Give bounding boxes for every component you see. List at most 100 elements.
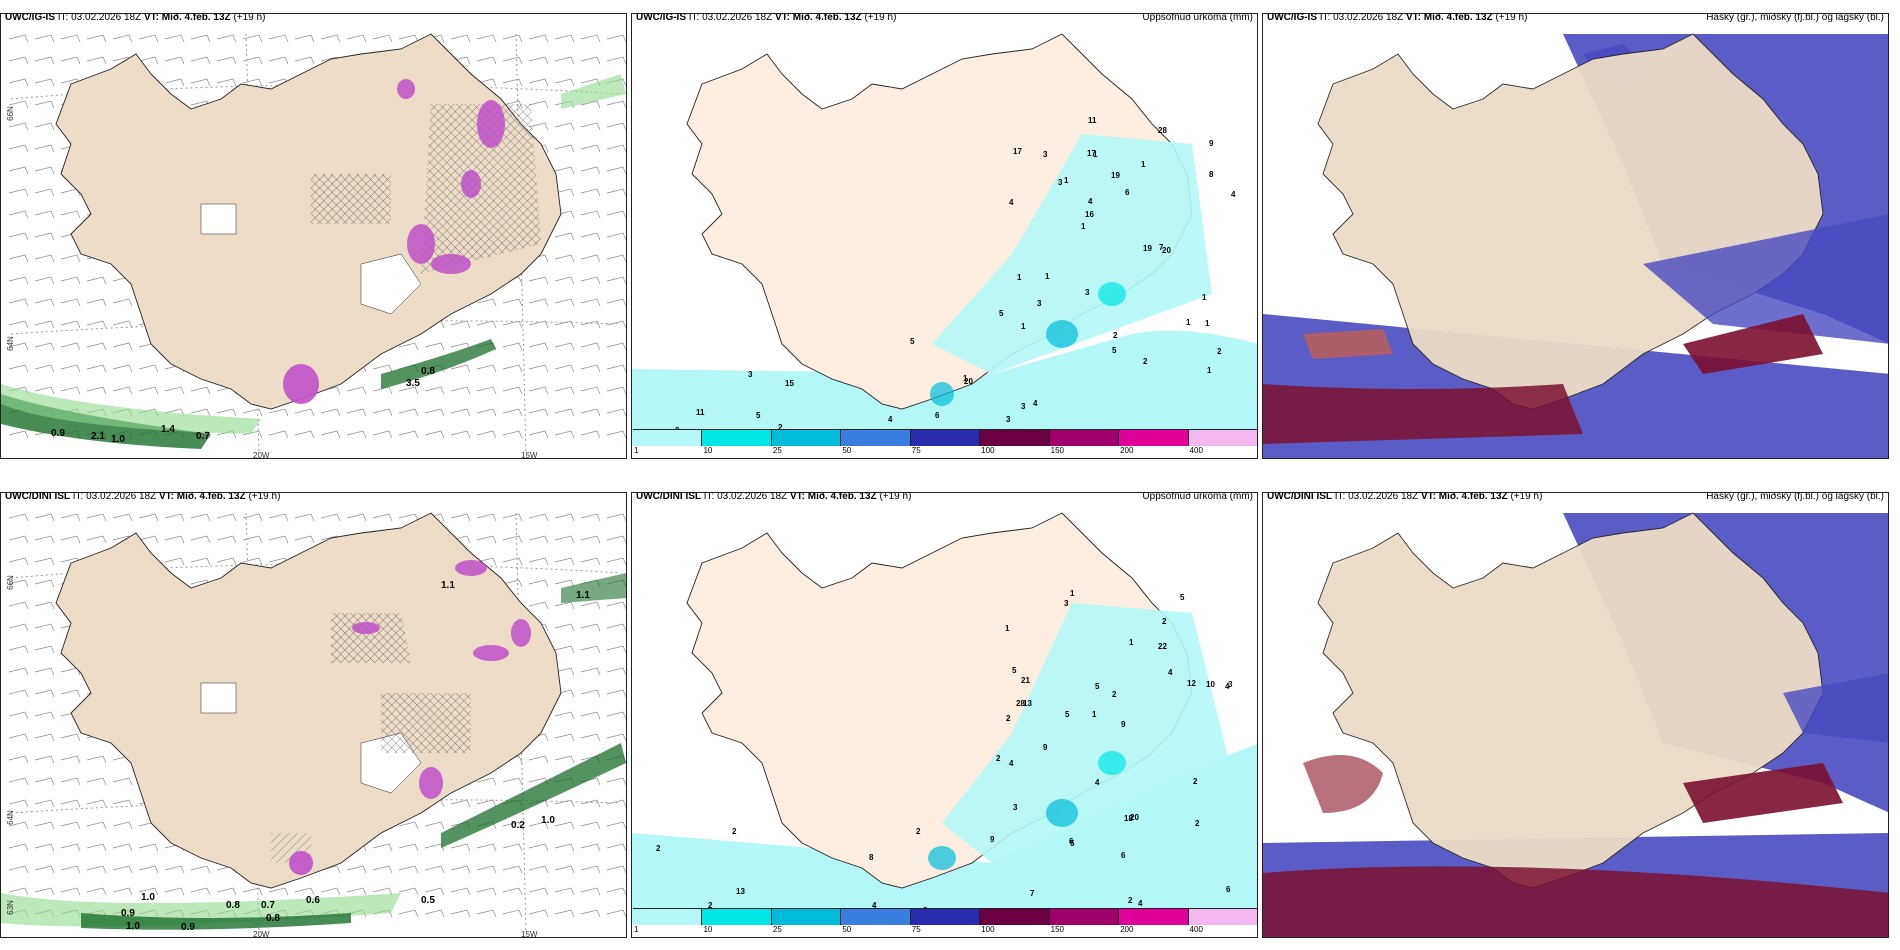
- wind-barb: [580, 276, 601, 285]
- wind-barb: [554, 342, 575, 351]
- wind-barb: [554, 364, 575, 373]
- wind-barb: [606, 535, 626, 544]
- wind-barb: [476, 298, 497, 307]
- wind-barb: [580, 909, 601, 918]
- wind-barb: [8, 579, 29, 588]
- precip-amount-label: 5: [999, 309, 1004, 318]
- precip-amount-label: 13: [736, 887, 745, 896]
- wind-barb: [606, 122, 626, 131]
- wind-barb: [606, 232, 626, 241]
- wind-barb: [8, 799, 29, 808]
- wind-barb: [554, 144, 575, 153]
- wind-barb: [60, 799, 81, 808]
- wind-barb: [34, 799, 55, 808]
- wind-barb: [554, 166, 575, 175]
- wind-barb: [580, 535, 601, 544]
- wind-barb: [502, 408, 523, 417]
- wind-barb: [398, 513, 419, 522]
- colorbar-cell: [771, 909, 842, 925]
- lat-label-64n: 64N: [5, 810, 15, 825]
- wind-barb: [60, 276, 81, 285]
- map-panel-wind-top[interactable]: 0.9 2.1 1.0 1.4 0.7 0.8 3.5 UWC/IG-IS IT: 03.0…: [0, 13, 627, 459]
- wind-barb: [554, 821, 575, 830]
- wind-barb: [580, 298, 601, 307]
- wind-barb: [8, 364, 29, 373]
- precip-amount-label: 1: [1205, 319, 1210, 328]
- wind-barb: [60, 34, 81, 43]
- wind-barb: [60, 342, 81, 351]
- map-panel-cloud-top[interactable]: UWC/IG-IS IT: 03.02.2026 18Z VT: Mið. 4.…: [1262, 13, 1889, 459]
- wind-barb: [502, 34, 523, 43]
- wind-value-label: 1.0: [541, 815, 555, 826]
- wind-barb: [476, 909, 497, 918]
- wind-barb: [112, 386, 133, 395]
- wind-barb: [86, 865, 107, 874]
- wind-barb: [8, 821, 29, 830]
- wind-barb: [190, 557, 211, 566]
- wind-barb: [580, 232, 601, 241]
- map-panel-wind-bottom[interactable]: 1.1 1.1 1.0 0.9 0.8 0.7 1.0 0.8 0.6 0.5 0.2 1.0 0.9 …: [0, 492, 627, 938]
- wind-value-label: 0.9: [51, 428, 65, 439]
- wind-barb: [450, 386, 471, 395]
- colorbar-level-label: 25: [772, 925, 782, 934]
- wind-barb: [60, 777, 81, 786]
- wind-barb: [268, 430, 289, 439]
- wind-barb: [424, 887, 445, 896]
- precip-amount-label: 6: [1125, 188, 1130, 197]
- wind-barb: [606, 909, 626, 918]
- precip-amount-label: 12: [1187, 679, 1196, 688]
- precip-amount-label: 5: [1012, 666, 1017, 675]
- map-panel-cloud-bottom[interactable]: UWC/DINI ISL IT: 03.02.2026 18Z VT: Mið.…: [1262, 492, 1889, 938]
- wind-barb: [60, 887, 81, 896]
- precip-amount-label: 1: [1064, 176, 1069, 185]
- wind-barb: [580, 865, 601, 874]
- wind-barb: [242, 34, 263, 43]
- wind-barb: [424, 430, 445, 439]
- wind-barb: [606, 364, 626, 373]
- map-panel-precip-top[interactable]: 1 4 9 1 1 1 17 19 1 1 5 3 1 6 20 17 11 4 19 8 16 3 4 3 28 1 1 1 7 2 3 3…: [631, 13, 1258, 459]
- wind-values-top: 0.9 2.1 1.0 1.4 0.7 0.83.5: [51, 366, 435, 445]
- wind-barb: [528, 557, 549, 566]
- wind-barb: [164, 557, 185, 566]
- wind-barb: [476, 430, 497, 439]
- wind-barb: [8, 711, 29, 720]
- wind-barb: [164, 865, 185, 874]
- wind-barb: [60, 56, 81, 65]
- colorbar-cell: [633, 909, 703, 925]
- wind-value-label: 1.0: [111, 434, 125, 445]
- wind-barb: [502, 298, 523, 307]
- wind-barb: [86, 535, 107, 544]
- colorbar-cell: [1119, 430, 1189, 446]
- wind-barb: [606, 298, 626, 307]
- map-panel-precip-bottom[interactable]: 1 2 4 1 9 13 1 22 2 1 2 3 3 5 18 20 4 5 4 9 21 28 3 10 2 5 5 12 2 4 2 9…: [631, 492, 1258, 938]
- wind-barb: [502, 56, 523, 65]
- precip-amount-label: 2: [996, 754, 1001, 763]
- precip-amount-label: 2: [1112, 690, 1117, 699]
- wind-barb: [34, 78, 55, 87]
- wind-barb: [346, 386, 367, 395]
- wind-barb: [60, 298, 81, 307]
- precip-amount-label: 1: [1070, 589, 1075, 598]
- lat-label-64n: 64N: [5, 336, 15, 351]
- wind-barb: [190, 887, 211, 896]
- wind-barb: [554, 430, 575, 439]
- wind-barb: [86, 777, 107, 786]
- wind-barb: [606, 144, 626, 153]
- precip-amount-label: 4: [1009, 759, 1014, 768]
- wind-barb: [34, 56, 55, 65]
- wind-barb: [34, 865, 55, 874]
- wind-barb: [502, 342, 523, 351]
- wind-barb: [398, 408, 419, 417]
- precip-amount-label: 28: [1016, 699, 1025, 708]
- colorbar-level-label: 75: [911, 925, 921, 934]
- wind-barb: [8, 166, 29, 175]
- colorbar-level-label: 100: [981, 925, 995, 934]
- wind-barb: [502, 364, 523, 373]
- colorbar-cell: [980, 430, 1050, 446]
- wind-barb: [34, 122, 55, 131]
- precip-amount-label: 3: [1021, 402, 1026, 411]
- wind-barb: [216, 887, 237, 896]
- wind-barb: [476, 557, 497, 566]
- panel-title: UWC/DINI ISL IT: 03.02.2026 18Z VT: Mið.…: [3, 492, 283, 502]
